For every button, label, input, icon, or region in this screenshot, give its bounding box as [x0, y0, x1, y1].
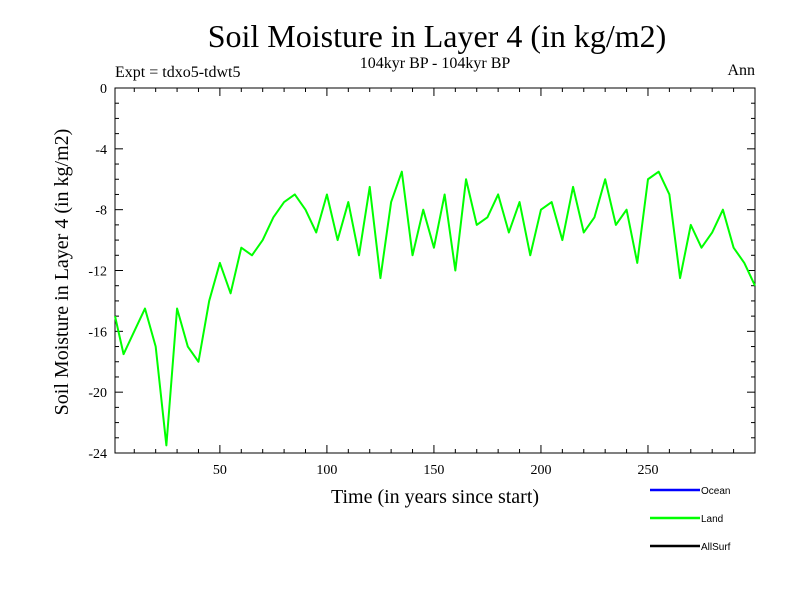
x-axis-label: Time (in years since start)	[331, 486, 539, 508]
x-tick-label: 200	[530, 463, 551, 478]
plot-frame	[114, 87, 756, 454]
y-tick-label: -24	[88, 447, 107, 462]
x-tick-label: 250	[637, 463, 658, 478]
legend-label-ocean: Ocean	[701, 486, 730, 497]
plot-area: 0 -4 -8 -12 -16 -20 -24 50 100 150 200 250	[88, 82, 756, 478]
y-axis-label: Soil Moisture in Layer 4 (in kg/m2)	[51, 129, 73, 416]
y-tick-label: -4	[95, 143, 107, 158]
legend-label-land: Land	[701, 514, 723, 525]
x-tick-label: 150	[423, 463, 444, 478]
chart-subtitle: 104kyr BP - 104kyr BP	[360, 55, 511, 72]
y-tick-label: -16	[88, 325, 107, 340]
legend-label-allsurf: AllSurf	[701, 542, 731, 553]
period-label: Ann	[727, 62, 755, 79]
x-tick-label: 50	[213, 463, 227, 478]
experiment-label: Expt = tdxo5-tdwt5	[115, 64, 240, 81]
x-tick-label: 100	[316, 463, 337, 478]
legend: Ocean Land AllSurf	[650, 486, 731, 553]
y-tick-label: 0	[100, 82, 107, 97]
y-tick-label: -20	[88, 386, 107, 401]
y-tick-label: -8	[95, 204, 107, 219]
y-tick-label: -12	[88, 265, 107, 280]
series-line-land	[114, 170, 756, 447]
chart-title: Soil Moisture in Layer 4 (in kg/m2)	[208, 18, 667, 54]
